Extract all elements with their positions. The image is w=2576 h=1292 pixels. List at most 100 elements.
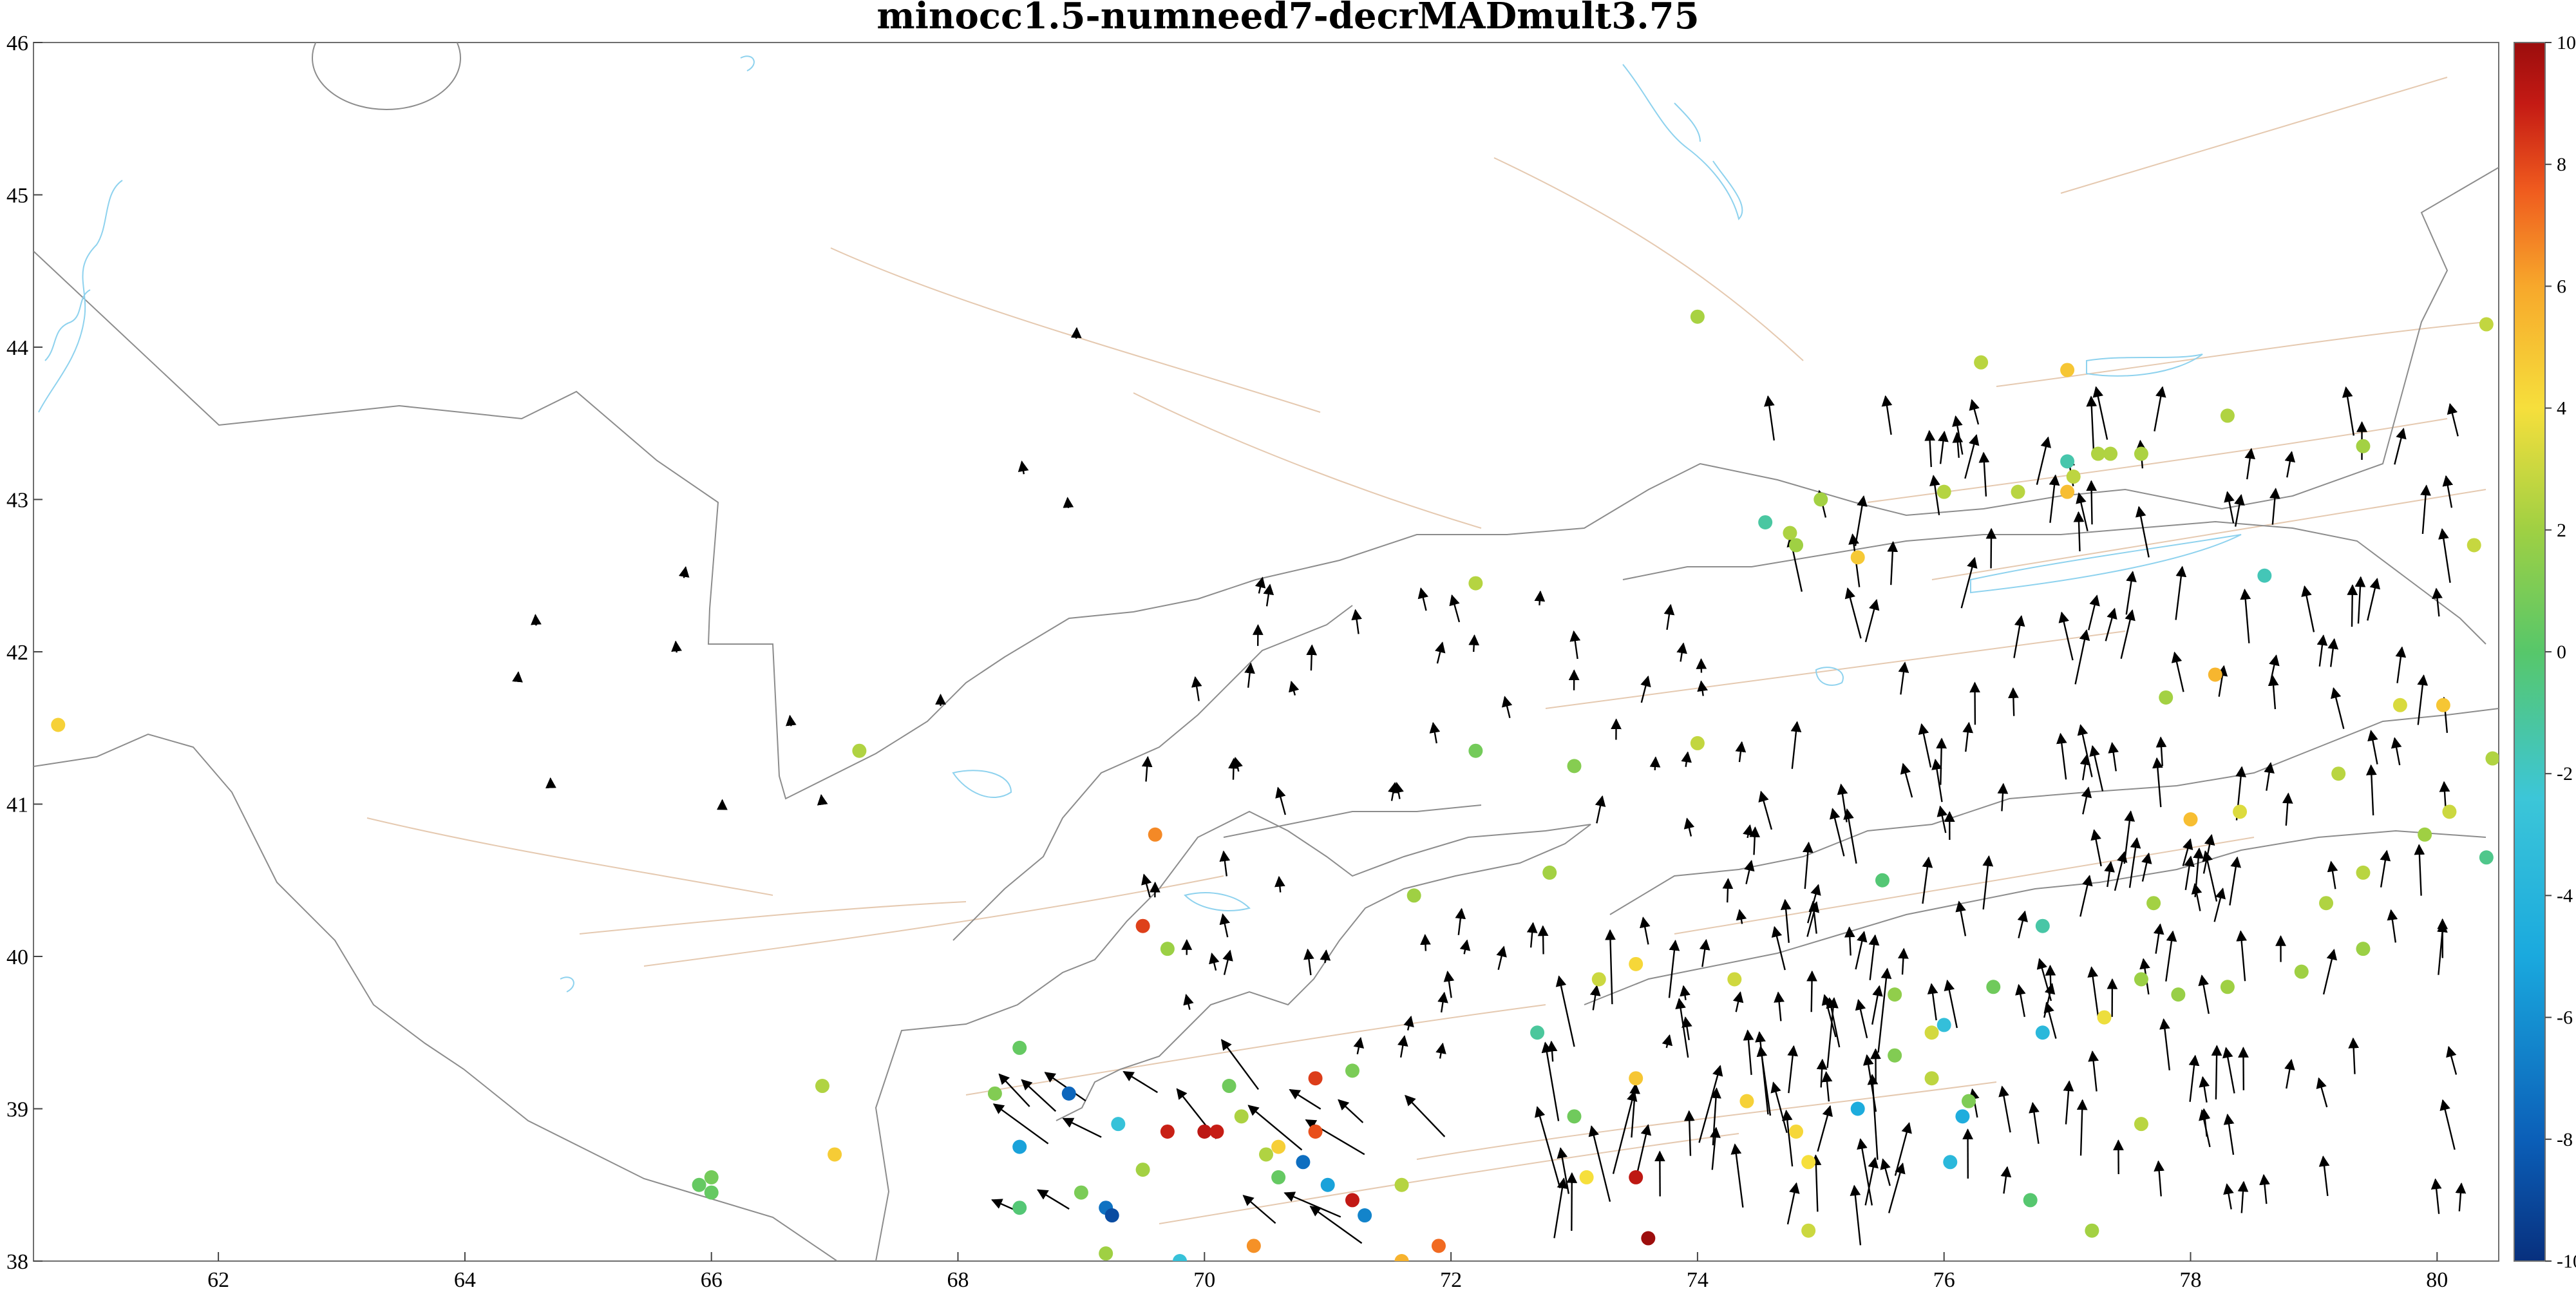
station-point [1468,743,1483,758]
velocity-arrow [1191,676,1202,701]
station-point [987,1086,1002,1101]
velocity-arrow [2439,781,2450,808]
station-point [1591,972,1606,987]
velocity-arrow [2387,909,2398,943]
velocity-arrow [1810,1154,1822,1212]
velocity-arrow [1443,970,1455,998]
velocity-arrow [1640,917,1651,945]
x-tick-label: 74 [1687,1268,1709,1292]
station-point [1924,1025,1939,1040]
velocity-arrow [1790,721,1802,769]
station-point [1209,1124,1224,1139]
station-point [1406,888,1421,903]
station-point [1789,538,1804,553]
velocity-arrow [1353,1036,1365,1054]
velocity-arrow [1997,783,2009,812]
colorbar-tick-label: 10 [2557,32,2576,53]
velocity-arrow [1771,926,1786,971]
velocity-arrow [2439,1099,2456,1150]
velocity-arrow [1675,998,1689,1058]
station-point [1111,1117,1126,1132]
velocity-arrow [2153,923,2164,954]
velocity-arrow [2269,488,2280,525]
station-point [2090,446,2105,461]
station-point [1135,918,1150,933]
station-point [1641,1231,1656,1246]
velocity-arrow [1855,931,1868,970]
velocity-arrow [1936,737,1947,785]
station-point [828,1147,842,1162]
velocity-arrow [2199,1108,2211,1137]
velocity-arrow [1535,1106,1561,1188]
velocity-arrow [1855,999,1868,1038]
station-point [1875,873,1889,888]
velocity-arrow [1918,723,1932,768]
velocity-arrow [1927,983,1938,1021]
velocity-arrow [2211,1045,2222,1100]
velocity-arrow [1496,945,1507,970]
velocity-arrow [2414,844,2425,896]
velocity-arrow [1938,430,1949,464]
station-point [1783,526,1797,540]
velocity-arrow [1756,1045,1772,1116]
velocity-arrow [2092,386,2108,440]
station-point [2418,827,2432,842]
station-point [1924,1071,1939,1086]
velocity-arrow [2331,687,2345,729]
y-tick-label: 46 [6,32,28,55]
velocity-arrow [1922,856,1933,904]
velocity-arrow [2154,1160,2165,1197]
velocity-arrow [1676,642,1687,662]
x-tick-label: 68 [947,1268,969,1292]
velocity-arrow [2015,983,2026,1018]
station-point [2035,918,2050,933]
velocity-arrow [1929,475,1940,515]
station-point [1567,1109,1582,1124]
station-point [2485,751,2499,766]
velocity-arrow [1764,395,1776,441]
station-point [1542,865,1557,880]
velocity-arrow [2074,629,2090,685]
velocity-arrow [2108,742,2119,772]
velocity-arrow [2198,974,2210,1014]
velocity-arrow [1219,913,1231,938]
velocity-arrow [1962,721,1974,752]
velocity-arrow [1850,1184,1862,1246]
fault-lines [366,77,2486,1224]
velocity-arrow [1534,590,1546,605]
velocity-arrow [2017,910,2028,938]
station-point [2467,538,2481,553]
velocity-arrow [1541,1041,1560,1121]
station-point [1690,309,1705,324]
station-point [1271,1170,1286,1184]
velocity-arrow [2301,585,2315,632]
velocity-arrow [1228,757,1239,780]
velocity-arrow [1864,1157,1879,1206]
velocity-arrow [2154,386,2166,432]
velocity-arrow [1553,1177,1568,1239]
velocity-arrow [1781,1109,1794,1167]
velocity-arrow [1141,755,1153,782]
velocity-arrow [1018,461,1029,475]
velocity-arrow [1242,1195,1276,1224]
station-point [1567,759,1582,774]
velocity-arrow [1985,527,1997,569]
station-point [1850,550,1865,565]
y-tick-label: 39 [6,1098,28,1122]
velocity-arrow [1699,938,1710,967]
velocity-arrow [1595,795,1606,824]
y-tick-label: 41 [6,793,28,817]
station-point [1308,1071,1323,1086]
y-tick-label: 43 [6,489,28,513]
velocity-arrow [2348,1037,2360,1074]
velocity-arrow [1857,1138,1873,1206]
colorbar-tick-label: -10 [2557,1251,2576,1272]
velocity-arrow [2240,588,2251,643]
station-point [2171,987,2186,1002]
velocity-arrow [1640,675,1651,703]
velocity-arrow [1817,1105,1833,1152]
velocity-arrow [1770,1081,1788,1134]
velocity-arrow [1449,594,1461,623]
colorbar-tick-label: -4 [2557,885,2573,906]
station-point [1468,576,1483,591]
